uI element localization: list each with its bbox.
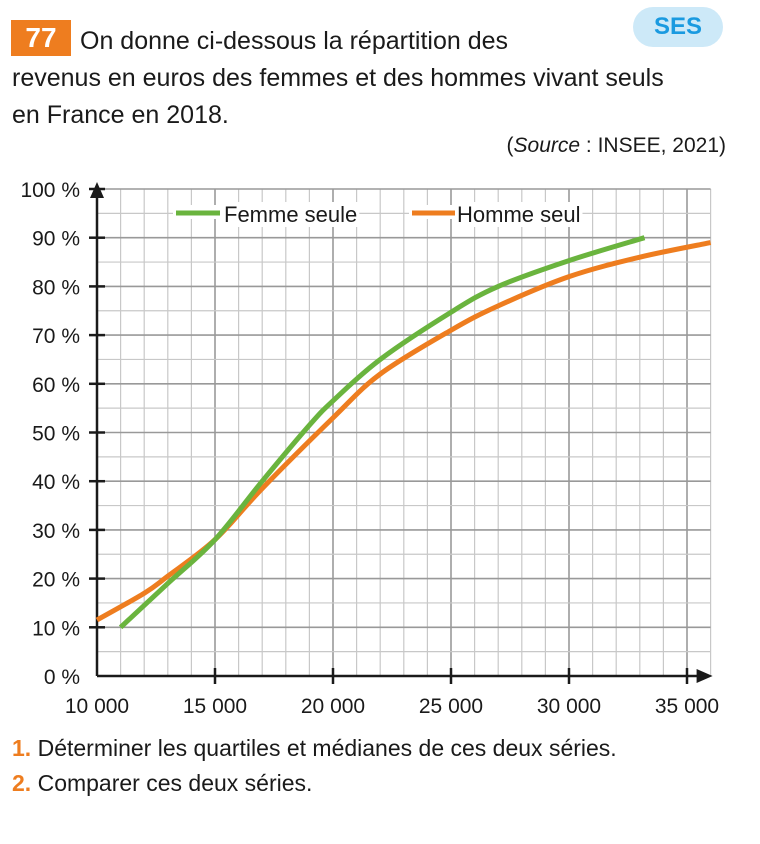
- y-tick-label: 10 %: [32, 617, 80, 640]
- x-tick-label: 20 000: [301, 695, 365, 718]
- x-tick-label: 25 000: [419, 695, 483, 718]
- source-rest: : INSEE, 2021): [580, 134, 726, 157]
- x-tick-label: 30 000: [537, 695, 601, 718]
- subject-badge: SES: [633, 7, 723, 47]
- question-number: 1.: [12, 735, 32, 761]
- question-text: Comparer ces deux séries.: [31, 770, 313, 796]
- legend-label: Homme seul: [457, 202, 580, 227]
- legend-label: Femme seule: [224, 202, 357, 227]
- exercise-number: 77: [11, 20, 71, 56]
- question-text: Déterminer les quartiles et médianes de …: [31, 735, 617, 761]
- question-2: 2. Comparer ces deux séries.: [12, 770, 312, 797]
- y-tick-label: 40 %: [32, 471, 80, 494]
- legend-label-background: [222, 202, 360, 227]
- source-prefix: (: [506, 134, 514, 157]
- statement-line-3: en France en 2018.: [12, 101, 229, 129]
- x-tick-label: 35 000: [655, 695, 719, 718]
- source-label: Source: [513, 134, 581, 157]
- y-tick-label: 100 %: [20, 179, 80, 202]
- y-tick-label: 30 %: [32, 520, 80, 543]
- y-tick-label: 0 %: [44, 666, 80, 689]
- question-1: 1. Déterminer les quartiles et médianes …: [12, 735, 617, 762]
- y-tick-label: 50 %: [32, 423, 80, 446]
- x-tick-label: 10 000: [65, 695, 129, 718]
- y-tick-label: 90 %: [32, 228, 80, 251]
- y-tick-label: 80 %: [32, 276, 80, 299]
- y-tick-label: 20 %: [32, 569, 80, 592]
- x-axis-arrow-icon: [696, 669, 713, 683]
- statement-line-2: revenus en euros des femmes et des homme…: [12, 64, 664, 92]
- statement-line-1: On donne ci-dessous la répartition des: [80, 27, 509, 55]
- question-number: 2.: [12, 770, 32, 796]
- y-tick-label: 70 %: [32, 325, 80, 348]
- series-line-femme-seule: [118, 235, 646, 630]
- legend-label-background: [455, 202, 583, 227]
- series-line-homme-seul: [95, 240, 712, 623]
- x-tick-label: 15 000: [183, 695, 247, 718]
- source-note: (Source : INSEE, 2021): [507, 134, 726, 158]
- y-tick-label: 60 %: [32, 374, 80, 397]
